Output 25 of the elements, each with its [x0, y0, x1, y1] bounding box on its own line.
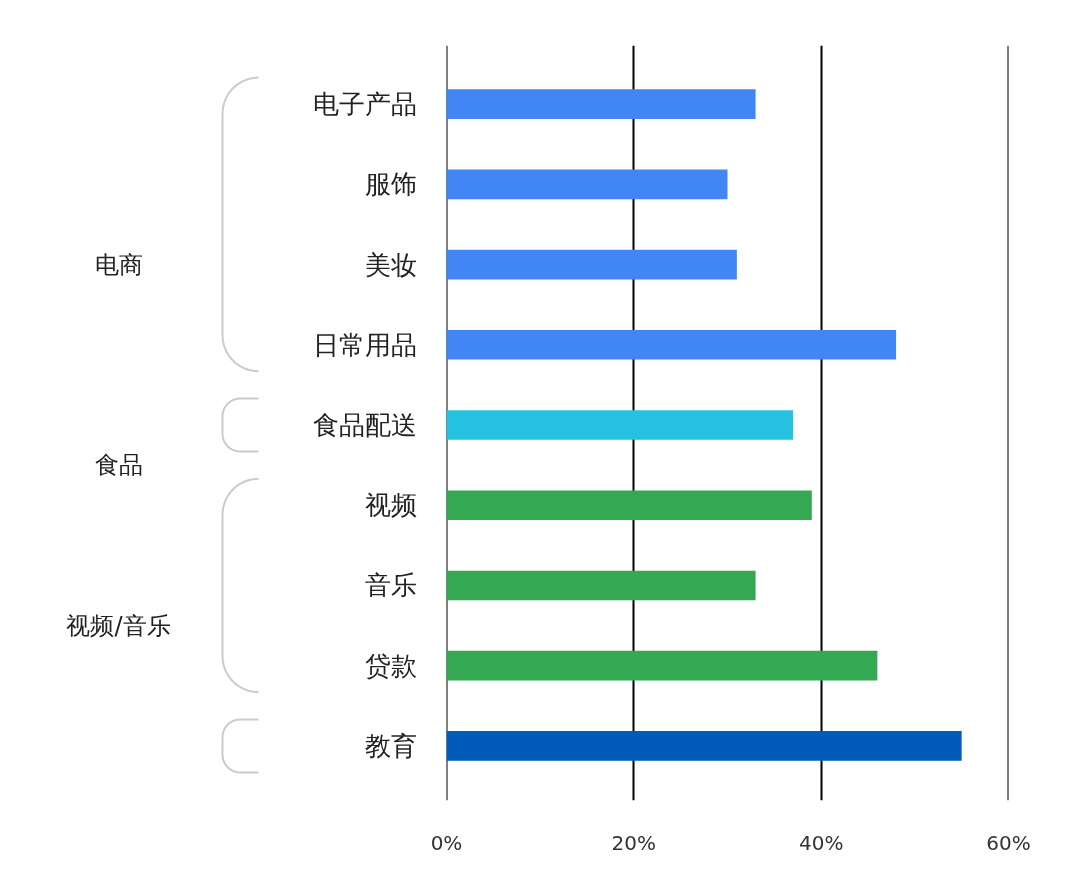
- bar: [446, 89, 756, 119]
- x-tick-label: 60%: [986, 830, 1031, 855]
- x-tick-label: 0%: [430, 830, 463, 855]
- y-tick-label: 服饰: [364, 169, 417, 200]
- bar: [446, 249, 737, 280]
- bar: [446, 169, 728, 200]
- y-tick-label: 食品配送: [312, 410, 417, 441]
- text: 食品: [94, 451, 143, 480]
- y-tick-label: 美妆: [364, 249, 417, 280]
- y-tick-label: 贷款: [364, 650, 417, 681]
- bar: [446, 570, 756, 601]
- bar: [446, 731, 962, 761]
- y-tick-label: 日常用品: [312, 329, 417, 360]
- y-tick-label: 视频: [364, 490, 417, 521]
- text: 视频/音乐: [66, 611, 171, 640]
- bar: [446, 329, 897, 360]
- x-tick-label: 40%: [798, 830, 844, 855]
- y-tick-label: 音乐: [364, 570, 417, 601]
- y-tick-label: 电子产品: [312, 89, 417, 120]
- x-tick-label: 20%: [611, 830, 657, 855]
- bar: [446, 490, 812, 521]
- bar: [446, 410, 794, 440]
- bar: [446, 650, 878, 681]
- y-tick-label: 教育: [364, 730, 417, 761]
- text: 电商: [94, 250, 143, 279]
